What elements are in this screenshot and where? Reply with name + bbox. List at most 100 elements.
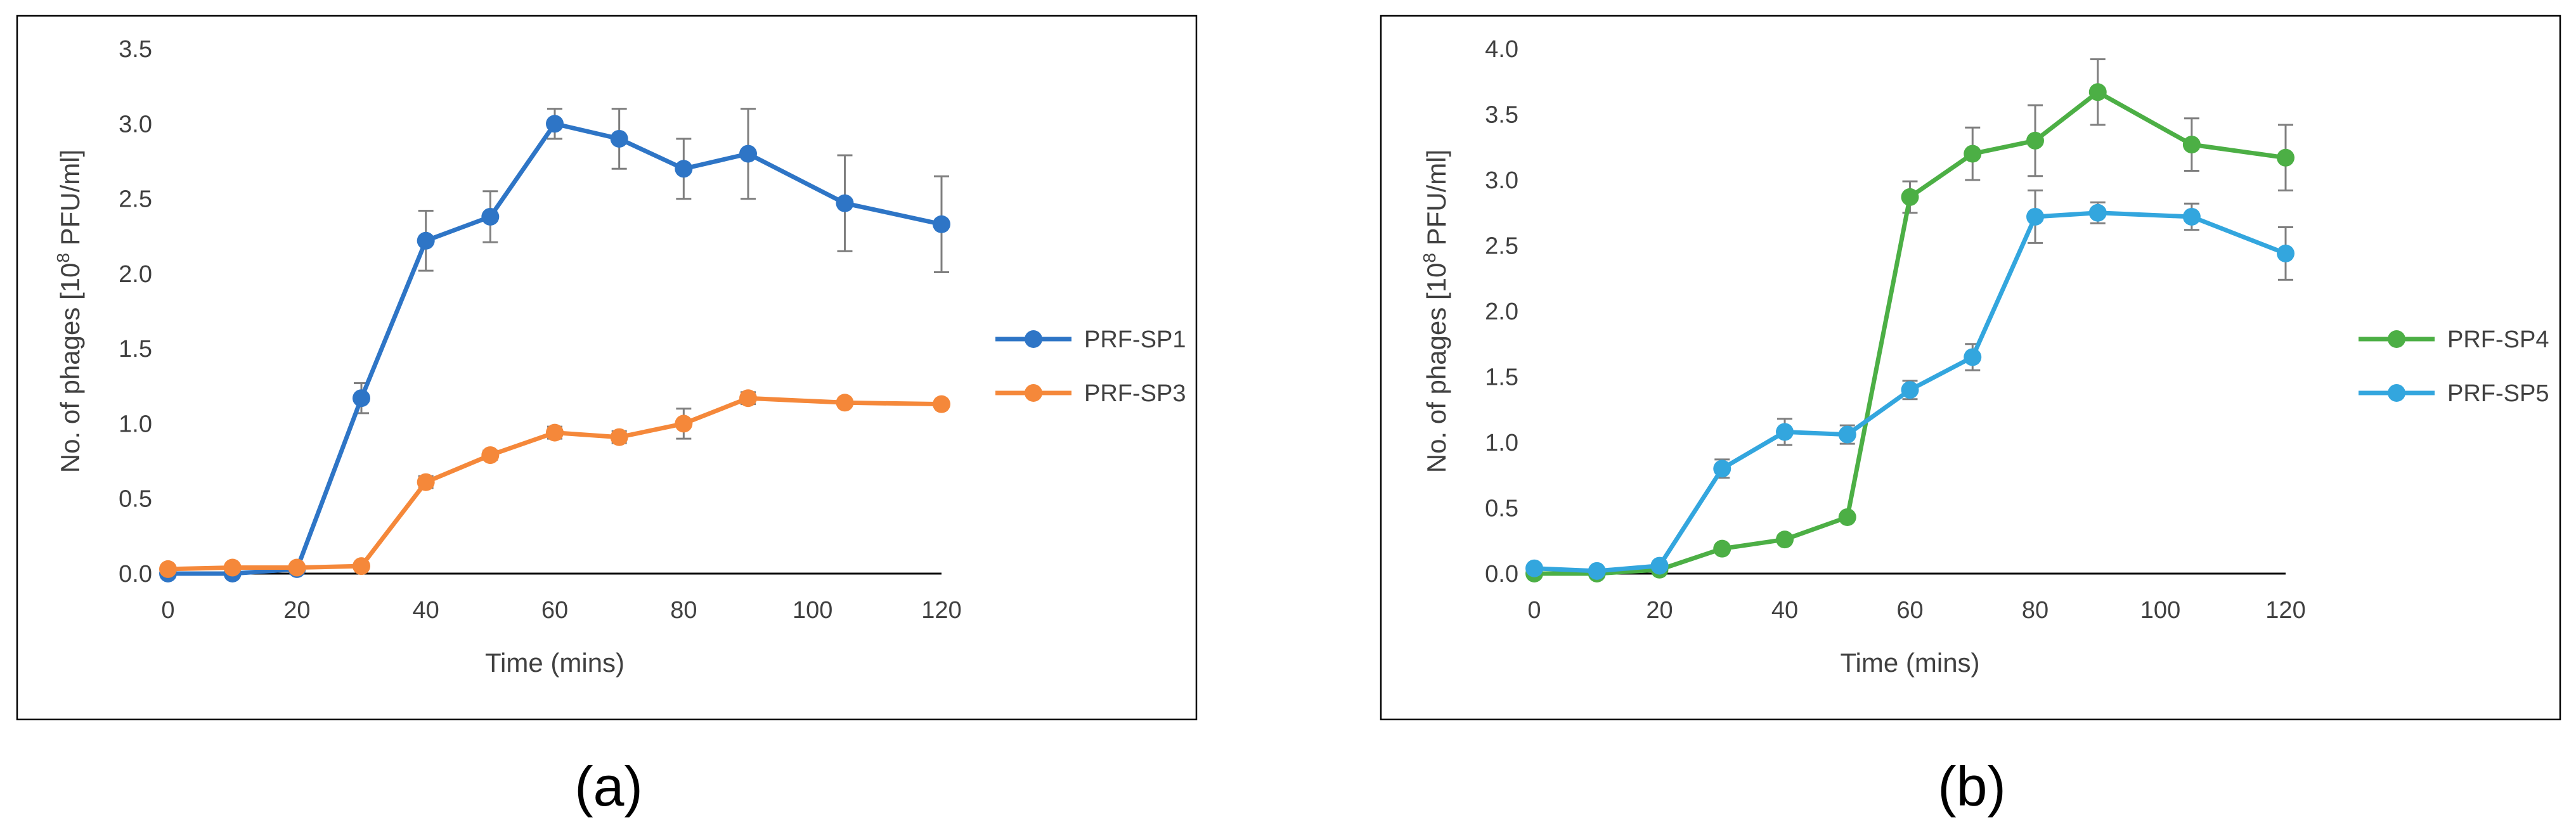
data-point xyxy=(739,145,757,163)
legend-marker xyxy=(2388,330,2405,348)
legend-label: PRF-SP1 xyxy=(1084,326,1186,353)
legend-marker xyxy=(1025,330,1042,348)
y-axis-label: No. of phages [108 PFU/ml] xyxy=(1420,150,1451,473)
data-point xyxy=(2182,207,2201,226)
data-point xyxy=(2182,136,2201,154)
data-point xyxy=(417,473,435,491)
data-point xyxy=(933,215,950,233)
chart-frame xyxy=(1380,15,2561,721)
data-point xyxy=(1901,188,1919,206)
data-point xyxy=(223,558,242,577)
x-tick-label: 80 xyxy=(2022,597,2049,624)
y-tick-label: 3.0 xyxy=(119,111,152,138)
data-point xyxy=(2277,244,2294,262)
series-line xyxy=(167,395,942,572)
data-point xyxy=(933,395,950,413)
data-point xyxy=(2088,203,2107,222)
data-point xyxy=(546,115,564,133)
data-point xyxy=(2277,148,2294,167)
x-tick-label: 20 xyxy=(283,597,310,624)
data-point xyxy=(1838,508,1856,526)
caption-a: (a) xyxy=(574,755,643,818)
data-point xyxy=(836,194,854,212)
data-point xyxy=(288,558,306,577)
series-PRF-SP5 xyxy=(1525,190,2294,580)
data-point xyxy=(1650,556,1669,575)
x-axis-label: Time (mins) xyxy=(1840,648,1979,678)
y-tick-label: 2.0 xyxy=(1485,299,1518,325)
legend-label: PRF-SP3 xyxy=(1084,380,1186,407)
series-line xyxy=(168,121,942,576)
chart-frame xyxy=(16,15,1198,721)
data-point xyxy=(2088,83,2107,101)
data-point xyxy=(1964,145,1982,163)
x-axis-label: Time (mins) xyxy=(485,648,625,678)
data-point xyxy=(1713,460,1731,478)
x-tick-label: 0 xyxy=(1527,597,1541,624)
data-point xyxy=(610,428,628,446)
data-point xyxy=(1525,559,1543,577)
x-tick-label: 40 xyxy=(1771,597,1798,624)
series-PRF-SP4 xyxy=(1525,58,2294,582)
y-tick-label: 3.5 xyxy=(1485,102,1518,129)
data-point xyxy=(353,557,370,576)
caption-b: (b) xyxy=(1938,755,2006,818)
data-point xyxy=(1901,381,1919,399)
series-line xyxy=(1534,210,2287,574)
data-point xyxy=(2026,131,2044,150)
x-tick-label: 100 xyxy=(2140,597,2180,624)
legend-label: PRF-SP5 xyxy=(2447,380,2549,407)
x-tick-label: 80 xyxy=(670,597,697,624)
y-tick-label: 4.0 xyxy=(1485,36,1518,63)
y-tick-label: 3.0 xyxy=(1485,167,1518,194)
data-point xyxy=(2026,207,2044,226)
data-point xyxy=(481,207,500,226)
x-tick-label: 120 xyxy=(921,597,961,624)
series-PRF-SP1 xyxy=(159,108,950,582)
data-point xyxy=(675,415,693,433)
data-point xyxy=(1838,425,1856,444)
series-PRF-SP3 xyxy=(159,389,950,578)
chart-a: 0.0 0.5 1.0 1.5 2.0 2.5 3.0 3.5 0 20 40 60 80 100 120 T… xyxy=(16,15,1198,721)
data-point xyxy=(481,446,500,465)
data-point xyxy=(546,423,564,442)
data-point xyxy=(836,394,854,412)
y-tick-label: 0.0 xyxy=(1485,561,1518,588)
data-point xyxy=(353,389,370,408)
data-point xyxy=(1964,348,1982,366)
x-tick-label: 60 xyxy=(541,597,568,624)
y-tick-label: 0.5 xyxy=(119,486,152,513)
x-tick-label: 0 xyxy=(161,597,174,624)
chart-b: 0.0 0.5 1.0 1.5 2.0 2.5 3.0 3.5 4.0 0 20 40 60 80 100 1… xyxy=(1380,15,2561,721)
y-tick-label: 2.0 xyxy=(119,261,152,288)
y-tick-label: 1.0 xyxy=(119,411,152,437)
x-tick-label: 100 xyxy=(793,597,832,624)
y-tick-label: 1.5 xyxy=(119,336,152,363)
x-tick-label: 120 xyxy=(2265,597,2305,624)
x-tick-label: 40 xyxy=(413,597,439,624)
data-point xyxy=(1776,423,1794,441)
y-tick-label: 0.0 xyxy=(119,561,152,588)
data-point xyxy=(1588,562,1606,580)
legend-marker xyxy=(1025,384,1042,402)
legend-label: PRF-SP4 xyxy=(2447,326,2549,353)
y-axis-label: No. of phages [108 PFU/ml] xyxy=(53,150,85,473)
data-point xyxy=(417,231,435,250)
legend-marker xyxy=(2388,384,2405,402)
data-point xyxy=(1713,539,1731,558)
y-tick-label: 2.5 xyxy=(1485,233,1518,260)
x-tick-label: 20 xyxy=(1646,597,1673,624)
y-tick-label: 2.5 xyxy=(119,186,152,213)
data-point xyxy=(739,389,757,408)
data-point xyxy=(675,160,693,178)
data-point xyxy=(1776,531,1794,549)
y-tick-label: 0.5 xyxy=(1485,496,1518,522)
y-tick-label: 1.5 xyxy=(1485,364,1518,391)
data-point xyxy=(610,129,628,148)
data-point xyxy=(159,560,177,578)
series-line xyxy=(1534,89,2286,576)
y-tick-label: 3.5 xyxy=(119,36,152,63)
y-tick-label: 1.0 xyxy=(1485,430,1518,456)
x-tick-label: 60 xyxy=(1896,597,1923,624)
